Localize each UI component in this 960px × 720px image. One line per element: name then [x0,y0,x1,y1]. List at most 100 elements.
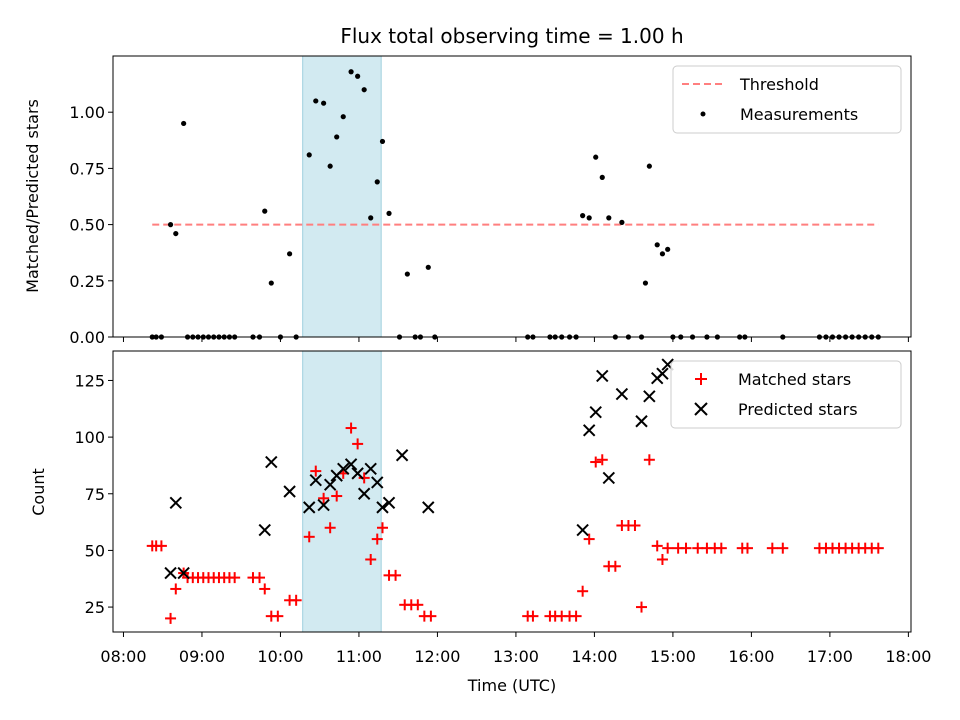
matched-star-point [656,553,668,565]
measurement-point [355,73,361,79]
matched-star-point [254,572,266,584]
predicted-star-point [596,369,609,383]
predicted-star-point [169,496,183,510]
matched-star-point [376,522,388,534]
matched-star-point [155,540,167,552]
measurement-point [287,251,293,257]
predicted-star-point [317,498,330,512]
matched-star-point [310,465,322,477]
predicted-star-point [344,458,358,471]
predicted-star-point [615,387,629,401]
measurement-point [262,208,268,214]
measurement-point [321,100,327,106]
predicted-star-point [323,478,337,491]
bottom-marks [146,358,884,624]
measurement-point [306,152,312,158]
matched-star-point [629,519,641,531]
predicted-star-point [602,471,616,485]
measurement-point [580,213,586,219]
matched-star-point [715,542,727,554]
top-y-tick-label: 0.00 [69,328,105,347]
measurement-point [654,242,660,248]
matched-star-point [303,531,315,543]
measurement-point [606,215,612,221]
measurement-point [181,120,187,127]
measurement-point [425,264,431,270]
measurement-point [368,215,374,221]
bottom-ticks: 08:00 09:00 10:00 11:00 12:00 13:00 14:00 15:00… [74,371,931,666]
matched-star-point [412,599,424,611]
matched-star-point [777,542,789,554]
measurement-point [665,246,671,252]
predicted-star-point [635,415,648,428]
matched-star-point [577,585,589,597]
x-tick-label: 11:00 [336,647,382,666]
top-ylabel: Matched/Predicted stars [23,99,42,293]
matched-star-point [259,583,271,595]
matched-star-point [766,542,778,554]
bottom-legend: Matched stars Predicted stars [670,360,902,429]
predicted-star-point [283,485,296,498]
matched-star-point [570,610,582,622]
matched-star-point [872,542,884,554]
matched-star-point [324,522,336,534]
predicted-star-point [351,467,364,480]
matched-star-point [352,438,364,450]
legend-measurements-label: Measurements [740,105,858,124]
measurement-point [313,98,319,104]
matched-star-point [596,454,608,466]
x-tick-label: 10:00 [257,647,303,666]
measurement-point [374,179,380,185]
measurement-point [404,271,410,277]
predicted-star-point [303,501,316,514]
top-ticks: 0.00 0.25 0.50 0.75 1.00 [69,103,909,347]
legend-measurements-swatch [700,111,706,117]
x-tick-label: 18:00 [885,647,931,666]
matched-star-point [590,456,602,468]
measurement-point [386,210,392,216]
measurement-point [593,154,599,160]
matched-star-point [651,540,663,552]
legend-predicted-label: Predicted stars [738,400,858,419]
matched-star-point [527,610,539,622]
predicted-star-point [337,462,350,476]
predicted-star-point [265,455,278,469]
measurement-point [327,163,333,169]
predicted-star-point [582,424,596,437]
predicted-star-point [395,449,409,462]
predicted-star-point [164,566,177,580]
measurement-point [340,114,346,120]
matched-star-point [643,454,655,466]
x-tick-label: 15:00 [650,647,696,666]
legend-matched-swatch [695,373,707,385]
top-y-tick-label: 0.75 [69,159,105,178]
top-y-tick-label: 0.50 [69,216,105,235]
matched-star-point [165,612,177,624]
bottom-axes-frame [112,350,912,633]
shaded-interval-top [302,55,382,338]
matched-star-point [170,583,182,595]
bottom-panel: 08:00 09:00 10:00 11:00 12:00 13:00 14:00 15:00… [29,350,931,695]
matched-star-point [583,533,595,545]
predicted-star-point [309,473,322,487]
bottom-ylabel: Count [29,468,48,516]
measurement-point [599,174,605,180]
measurement-point [334,134,340,140]
matched-star-point [636,601,648,613]
measurement-point [268,280,274,286]
matched-star-point [358,472,370,484]
matched-star-point [365,553,377,565]
measurement-point [646,163,652,169]
measurement-point [659,251,666,257]
legend-threshold-label: Threshold [739,75,819,94]
legend-matched-label: Matched stars [738,370,851,389]
predicted-star-point [258,523,271,537]
x-tick-label: 12:00 [414,647,460,666]
x-axis-label: Time (UTC) [467,676,556,695]
bottom-y-tick-label: 25 [85,598,105,617]
matched-star-point [662,542,674,554]
measurement-point [173,230,179,237]
predicted-star-point [177,566,190,580]
matched-star-point [741,542,753,554]
